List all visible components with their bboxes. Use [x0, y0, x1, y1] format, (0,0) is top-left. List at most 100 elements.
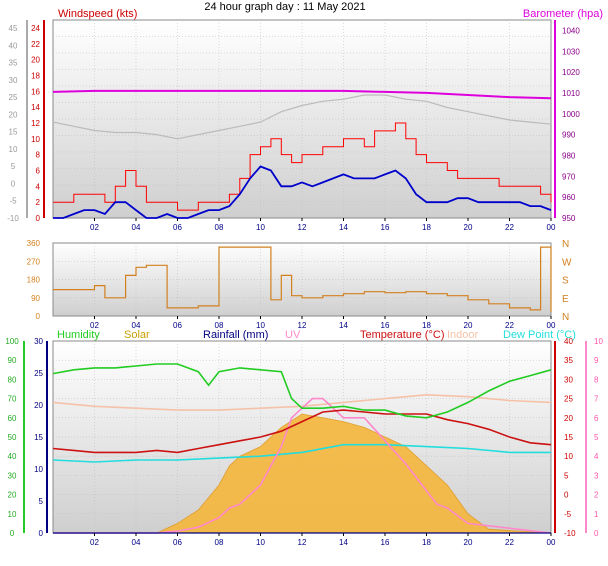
- temp-xtick-label: 16: [381, 538, 390, 547]
- wind-outer-tick-label: -10: [7, 214, 19, 223]
- wind-xtick-label: 16: [381, 223, 390, 232]
- dir-xtick-label: 10: [256, 321, 265, 330]
- wind-left-tick-label: 8: [36, 151, 41, 160]
- humidity-tick-label: 20: [8, 491, 17, 500]
- wind-baro-panel: 454035302520151050-5-1024222018161412108…: [7, 8, 603, 232]
- baro-right-tick-label: 980: [562, 151, 576, 160]
- wind-xtick-label: 18: [422, 223, 431, 232]
- temp-tick-label: 25: [564, 395, 573, 404]
- uv-line: [53, 397, 552, 534]
- wind-left-tick-label: 0: [36, 214, 41, 223]
- legend-item: Indoor: [447, 329, 479, 341]
- dir-compass-label: N: [562, 312, 569, 323]
- temp-xtick-label: 20: [464, 538, 473, 547]
- wind-xtick-label: 14: [339, 223, 348, 232]
- temp-tick-label: 35: [564, 356, 573, 365]
- chart-title: 24 hour graph day : 11 May 2021: [204, 1, 365, 13]
- humidity-tick-label: 90: [8, 356, 17, 365]
- baro-right-tick-label: 1010: [562, 89, 580, 98]
- legend-item: Humidity: [57, 329, 100, 341]
- dir-left-tick-label: 180: [27, 276, 41, 285]
- wind-outer-tick-label: 5: [11, 162, 16, 171]
- wind-left-tick-label: 22: [31, 40, 40, 49]
- dir-xtick-label: 02: [90, 321, 99, 330]
- temp-xtick-label: 04: [132, 538, 141, 547]
- baro-right-tick-label: 1020: [562, 68, 580, 77]
- temp-tick-label: -10: [564, 529, 576, 538]
- temp-tick-label: 0: [564, 491, 569, 500]
- dir-left-tick-label: 90: [31, 294, 40, 303]
- dir-left-tick-label: 360: [27, 239, 41, 248]
- temp-xtick-label: 08: [215, 538, 224, 547]
- rain-tick-label: 10: [34, 465, 43, 474]
- baro-right-tick-label: 1030: [562, 47, 580, 56]
- wind-outer-tick-label: 15: [9, 128, 18, 137]
- humidity-tick-label: 100: [5, 337, 19, 346]
- baro-right-tick-label: 970: [562, 172, 576, 181]
- humidity-tick-label: 0: [10, 529, 15, 538]
- dir-left-tick-label: 0: [36, 312, 41, 321]
- baro-right-tick-label: 990: [562, 131, 576, 140]
- dir-xtick-label: 18: [422, 321, 431, 330]
- uv-tick-label: 7: [594, 395, 599, 404]
- dir-xtick-label: 22: [505, 321, 514, 330]
- temp-tick-label: 5: [564, 471, 569, 480]
- wind-xtick-label: 12: [298, 223, 307, 232]
- temp-xtick-label: 02: [90, 538, 99, 547]
- baro-right-tick-label: 950: [562, 214, 576, 223]
- dir-xtick-label: 12: [298, 321, 307, 330]
- uv-tick-label: 4: [594, 452, 599, 461]
- baro-right-tick-label: 1040: [562, 26, 580, 35]
- temp-xtick-label: 06: [173, 538, 182, 547]
- temp-xtick-label: 10: [256, 538, 265, 547]
- dir-xtick-label: 06: [173, 321, 182, 330]
- humidity-line: [52, 363, 552, 419]
- rain-tick-label: 5: [39, 497, 44, 506]
- grey-series-line: [52, 94, 552, 140]
- uv-tick-label: 9: [594, 356, 599, 365]
- baro-right-tick-label: 960: [562, 193, 576, 202]
- dew-point-line: [52, 443, 551, 463]
- wind-xtick-label: 02: [90, 223, 99, 232]
- rain-tick-label: 15: [34, 433, 43, 442]
- dir-compass-label: W: [562, 257, 572, 268]
- wind-outer-tick-label: 30: [9, 76, 18, 85]
- wind-left-tick-label: 2: [36, 198, 41, 207]
- temp-tick-label: 30: [564, 375, 573, 384]
- wind-axis-label: Windspeed (kts): [58, 8, 137, 20]
- wind-xtick-label: 10: [256, 223, 265, 232]
- temp-tick-label: 20: [564, 414, 573, 423]
- wind-outer-tick-label: 10: [9, 145, 18, 154]
- rain-tick-label: 20: [34, 401, 43, 410]
- uv-tick-label: 3: [594, 471, 599, 480]
- legend-item: Temperature (°C): [360, 329, 444, 341]
- gust-line: [53, 165, 552, 219]
- humidity-tick-label: 80: [8, 375, 17, 384]
- temp-xtick-label: 18: [422, 538, 431, 547]
- dir-compass-label: S: [562, 276, 569, 287]
- uv-tick-label: 0: [594, 529, 599, 538]
- baro-right-tick-label: 1000: [562, 110, 580, 119]
- wind-outer-tick-label: -5: [9, 197, 17, 206]
- wind-xtick-label: 04: [132, 223, 141, 232]
- solar-area: [53, 413, 552, 534]
- wind-left-tick-label: 20: [31, 56, 40, 65]
- legend-item: UV: [285, 329, 301, 341]
- baro-axis-label: Barometer (hpa): [523, 8, 603, 20]
- wind-left-tick-label: 14: [31, 103, 40, 112]
- temp-tick-label: -5: [564, 510, 572, 519]
- wind-left-tick-label: 6: [36, 166, 41, 175]
- temp-tick-label: 40: [564, 337, 573, 346]
- temp-xtick-label: 22: [505, 538, 514, 547]
- temp-tick-label: 15: [564, 433, 573, 442]
- wind-left-tick-label: 24: [31, 24, 40, 33]
- wind-left-tick-label: 12: [31, 119, 40, 128]
- temperature-line: [52, 409, 552, 454]
- temp-xtick-label: 00: [547, 538, 556, 547]
- uv-tick-label: 8: [594, 375, 599, 384]
- legend-item: Solar: [124, 329, 150, 341]
- legend-item: Rainfall (mm): [203, 329, 268, 341]
- rain-tick-label: 0: [39, 529, 44, 538]
